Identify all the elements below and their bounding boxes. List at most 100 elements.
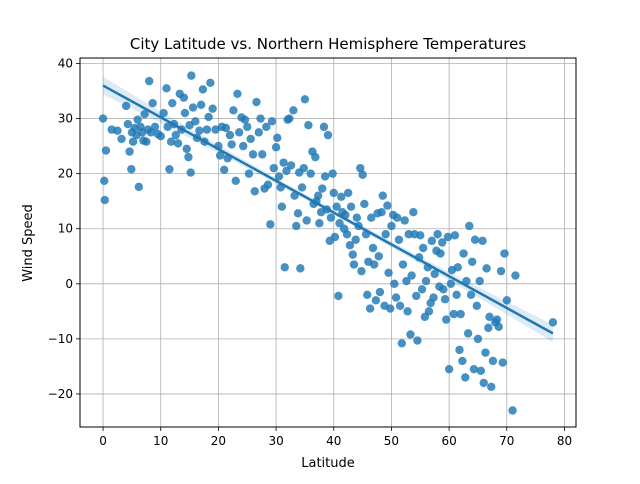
x-tick-label: 0 [99,434,107,448]
data-point [430,269,439,279]
data-point [204,112,213,122]
data-point [394,235,404,244]
chart-title: City Latitude vs. Northern Hemisphere Te… [130,35,526,53]
data-point [349,260,359,269]
data-point [100,195,110,205]
data-point [98,114,108,123]
data-point [334,291,343,301]
data-point [266,220,275,229]
data-point [429,293,438,302]
data-point [227,140,236,149]
data-point [437,238,447,247]
y-tick-label: 10 [58,222,73,236]
data-point [248,150,258,159]
y-axis-ticks: −20 −10 0 10 20 30 40 [48,57,80,401]
data-point [427,236,437,246]
data-point [239,141,248,151]
data-point [326,213,336,222]
data-point [279,158,288,167]
data-point [337,192,346,201]
y-axis-label: Wind Speed [21,204,36,282]
data-point [384,268,393,277]
y-tick-label: 30 [58,112,73,126]
data-point [188,103,198,112]
data-point [548,318,558,327]
data-point [352,213,362,222]
data-point [306,169,315,178]
x-tick-label: 30 [268,434,283,448]
data-point [142,137,151,146]
data-point [246,134,255,144]
data-point [387,221,396,231]
data-point [258,150,267,159]
data-point [455,345,464,355]
data-point [221,123,231,133]
data-point [311,152,320,162]
data-point [443,232,453,242]
data-points [98,71,558,415]
data-point [292,221,301,231]
data-point [196,100,206,110]
data-point [297,183,307,192]
data-point [289,106,298,115]
data-point [320,172,330,181]
data-point [496,266,506,276]
data-point [367,213,376,222]
data-point [484,323,493,333]
y-tick-label: 0 [65,277,73,291]
data-point [397,339,407,348]
data-point [145,76,154,86]
data-point [356,163,365,173]
data-point [219,165,229,175]
data-point [433,230,442,239]
data-point [163,122,172,132]
data-point [328,169,337,178]
data-point [508,406,517,415]
data-point [439,285,448,294]
data-point [113,126,122,135]
data-point [412,291,421,301]
x-tick-label: 60 [441,434,456,448]
data-point [404,230,413,239]
data-point [358,170,367,179]
data-point [243,122,252,132]
data-point [475,276,484,286]
data-point [371,296,381,305]
data-point [299,163,308,173]
data-point [123,119,133,129]
data-point [244,169,254,178]
data-point [478,236,487,246]
data-point [234,128,244,137]
data-point [452,290,461,300]
data-point [467,257,477,266]
y-tick-label: 20 [58,167,73,181]
data-point [342,230,352,239]
data-point [296,264,305,273]
data-point [351,235,360,244]
data-point [449,309,458,319]
data-point [211,125,220,134]
data-point [229,106,238,115]
data-point [472,301,481,311]
data-point [173,139,183,148]
data-point [233,89,242,98]
data-point [208,104,217,113]
data-point [462,276,471,286]
data-point [469,364,479,374]
data-point [458,356,467,366]
data-point [277,202,287,211]
y-tick-label: −20 [48,387,73,401]
data-point [187,71,196,80]
data-point [271,143,281,152]
x-tick-label: 40 [326,434,341,448]
data-point [409,208,418,217]
data-point [195,126,204,135]
data-point [302,216,311,225]
data-point [357,266,366,276]
data-point [134,182,144,192]
data-point [456,309,465,319]
data-point [492,315,502,324]
x-tick-label: 20 [211,434,226,448]
data-point [482,264,491,273]
data-point [179,93,189,102]
